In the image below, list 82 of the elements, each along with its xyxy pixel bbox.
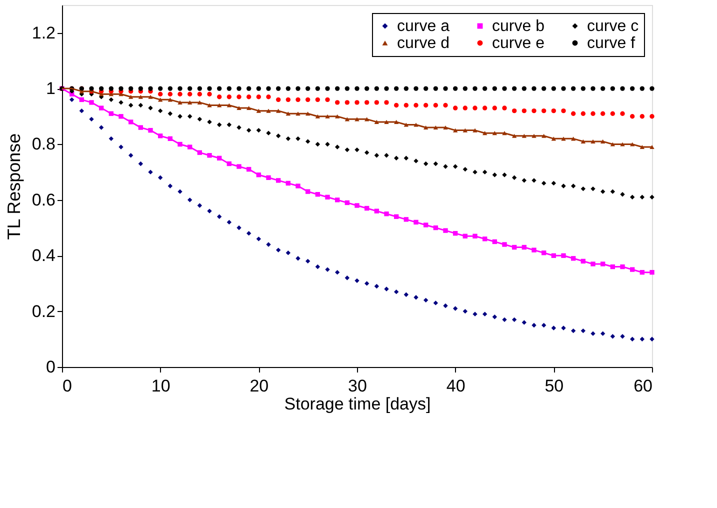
point xyxy=(640,336,645,342)
point xyxy=(414,295,418,300)
point xyxy=(138,161,144,166)
point xyxy=(236,225,242,230)
legend-label: curve b xyxy=(492,18,545,35)
point xyxy=(256,236,262,242)
point xyxy=(226,220,232,225)
point xyxy=(541,322,546,328)
legend-label: curve d xyxy=(397,35,450,52)
legend-label: curve e xyxy=(492,35,545,52)
y-tick-label: 1.2 xyxy=(32,23,56,42)
point xyxy=(187,198,192,202)
point xyxy=(482,312,488,316)
point xyxy=(305,258,310,264)
point xyxy=(580,328,586,334)
x-tick-label: 20 xyxy=(250,376,269,396)
legend-label: curve a xyxy=(397,18,450,35)
point xyxy=(69,97,74,102)
point xyxy=(128,153,134,158)
point xyxy=(325,267,330,272)
point xyxy=(443,303,448,308)
y-tick-label: 0.6 xyxy=(32,190,56,210)
point xyxy=(197,203,202,208)
point xyxy=(79,108,84,114)
point xyxy=(570,328,576,334)
point xyxy=(512,317,517,322)
point xyxy=(433,300,438,306)
x-tick-label: 50 xyxy=(544,376,564,396)
point xyxy=(168,184,173,188)
point xyxy=(148,170,153,174)
point xyxy=(315,264,320,270)
point xyxy=(630,336,635,342)
point xyxy=(561,326,566,330)
y-tick-label: 0.4 xyxy=(32,246,56,266)
point xyxy=(502,317,507,322)
point xyxy=(276,248,281,252)
y-tick-label: 0.2 xyxy=(32,302,56,321)
point xyxy=(384,286,389,292)
point xyxy=(551,326,556,330)
point xyxy=(394,289,399,294)
point xyxy=(286,250,291,256)
point xyxy=(344,276,350,280)
x-tick-label: 40 xyxy=(446,376,466,396)
y-tick-label: 0.8 xyxy=(32,134,56,154)
point xyxy=(216,214,222,219)
point xyxy=(404,292,409,297)
point xyxy=(266,242,271,247)
legend-label: curve f xyxy=(587,35,636,52)
x-axis-title: Storage time [days] xyxy=(284,394,431,414)
point xyxy=(158,175,163,180)
y-tick-label: 0 xyxy=(46,358,56,376)
point xyxy=(178,189,182,194)
x-tick-label: 30 xyxy=(348,376,367,396)
point xyxy=(472,312,478,316)
point xyxy=(354,278,360,284)
x-tick-label: 10 xyxy=(151,376,170,396)
point xyxy=(600,331,606,336)
point xyxy=(108,136,114,142)
point xyxy=(374,284,380,289)
point xyxy=(118,144,124,150)
point xyxy=(452,306,458,311)
point xyxy=(364,281,370,286)
point xyxy=(423,298,428,303)
point xyxy=(98,125,104,130)
point xyxy=(650,336,654,342)
point xyxy=(620,334,625,339)
legend-label: curve c xyxy=(587,18,639,35)
point xyxy=(207,208,212,214)
x-tick-label: 0 xyxy=(62,376,72,396)
y-axis-title: TL Response xyxy=(4,133,24,240)
point xyxy=(492,314,498,320)
point xyxy=(89,116,94,122)
point xyxy=(462,308,468,314)
point xyxy=(296,256,300,261)
point xyxy=(334,270,340,275)
x-tick-label: 60 xyxy=(634,376,652,396)
point xyxy=(246,230,252,236)
point xyxy=(532,322,536,328)
y-tick-label: 1 xyxy=(46,79,56,98)
point xyxy=(610,334,616,339)
point xyxy=(590,331,596,336)
point xyxy=(522,320,527,325)
